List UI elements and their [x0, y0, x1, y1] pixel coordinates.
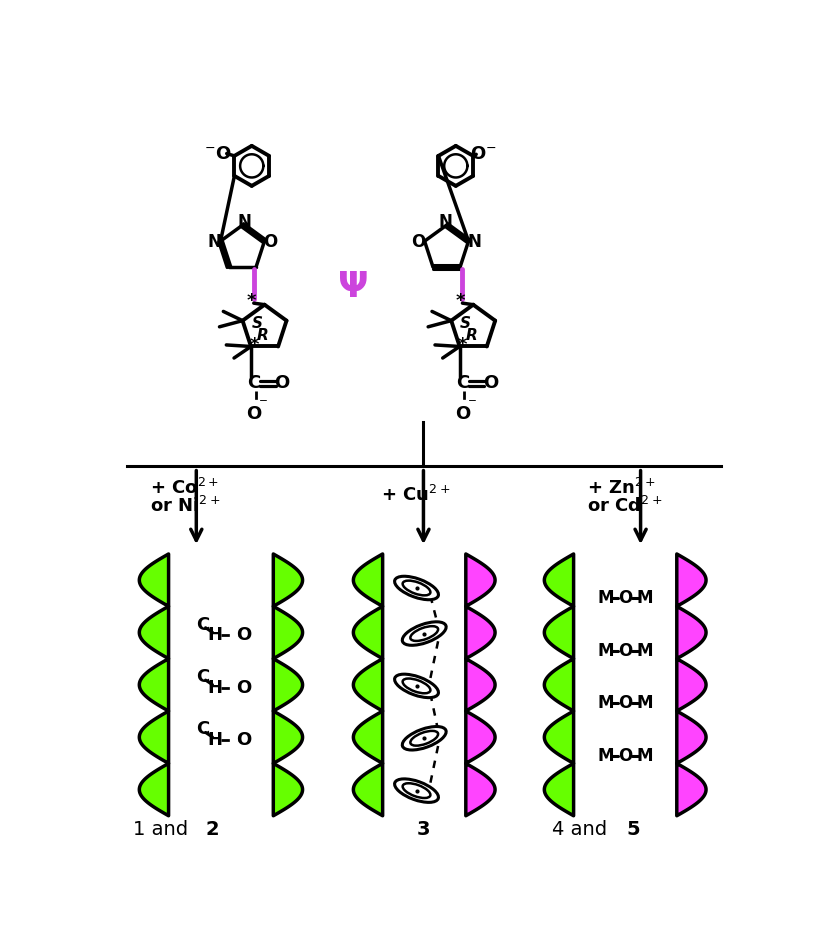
Text: O$^{-}$: O$^{-}$ [470, 146, 496, 164]
Text: 5: 5 [626, 820, 639, 839]
Polygon shape [273, 606, 303, 658]
Text: H: H [208, 679, 222, 697]
Text: M: M [598, 641, 614, 659]
Text: *: * [246, 291, 256, 310]
Polygon shape [676, 711, 706, 763]
Polygon shape [139, 606, 169, 658]
Text: C: C [457, 375, 470, 393]
Polygon shape [353, 554, 383, 606]
Polygon shape [273, 554, 303, 606]
Text: M: M [636, 694, 653, 712]
Text: O: O [237, 731, 251, 749]
Polygon shape [466, 711, 495, 763]
Text: C: C [196, 668, 209, 686]
Ellipse shape [394, 779, 438, 802]
Text: H: H [208, 731, 222, 749]
Text: + Cu$^{2+}$: + Cu$^{2+}$ [381, 485, 451, 505]
Polygon shape [273, 711, 303, 763]
Polygon shape [544, 711, 574, 763]
Text: M: M [636, 641, 653, 659]
Text: 1 and: 1 and [132, 820, 194, 839]
Polygon shape [544, 658, 574, 711]
Text: N: N [468, 233, 481, 251]
Text: H: H [208, 626, 222, 644]
Text: or Ni$^{2+}$: or Ni$^{2+}$ [151, 496, 221, 517]
Text: C: C [196, 720, 209, 739]
Polygon shape [273, 763, 303, 815]
Polygon shape [466, 606, 495, 658]
Polygon shape [353, 763, 383, 815]
Polygon shape [676, 658, 706, 711]
Text: M: M [598, 694, 614, 712]
Ellipse shape [403, 678, 430, 693]
Text: M: M [598, 589, 614, 607]
Ellipse shape [410, 731, 438, 745]
Ellipse shape [402, 622, 446, 645]
Polygon shape [139, 658, 169, 711]
Text: O: O [618, 746, 633, 764]
Text: O: O [411, 233, 426, 251]
Ellipse shape [410, 626, 438, 641]
Text: R: R [257, 328, 269, 343]
Text: $^{-}$: $^{-}$ [467, 397, 477, 412]
Text: M: M [636, 746, 653, 764]
Ellipse shape [402, 727, 446, 750]
Text: O: O [237, 679, 251, 697]
Text: *: * [249, 336, 259, 354]
Polygon shape [676, 763, 706, 815]
Text: C: C [247, 375, 261, 393]
Text: O: O [618, 641, 633, 659]
Text: Ψ: Ψ [338, 270, 369, 304]
Text: C: C [196, 616, 209, 634]
Text: O: O [274, 375, 289, 393]
Polygon shape [466, 554, 495, 606]
Polygon shape [139, 711, 169, 763]
Text: S: S [460, 316, 471, 331]
Text: N: N [438, 213, 452, 231]
Text: + Zn$^{2+}$: + Zn$^{2+}$ [586, 478, 656, 498]
Polygon shape [353, 658, 383, 711]
Text: *: * [458, 336, 467, 354]
Polygon shape [466, 658, 495, 711]
Text: O: O [483, 375, 498, 393]
Text: $^{-}$: $^{-}$ [258, 397, 268, 412]
Ellipse shape [394, 576, 438, 600]
Text: 2: 2 [206, 820, 219, 839]
Text: + Co$^{2+}$: + Co$^{2+}$ [151, 478, 219, 498]
Polygon shape [139, 763, 169, 815]
Text: S: S [251, 316, 262, 331]
Ellipse shape [403, 783, 430, 798]
Polygon shape [544, 763, 574, 815]
Text: R: R [466, 328, 477, 343]
Text: *: * [456, 291, 465, 310]
Text: O: O [618, 589, 633, 607]
Text: O: O [264, 233, 278, 251]
Text: M: M [636, 589, 653, 607]
Text: 3: 3 [417, 820, 430, 839]
Text: M: M [598, 746, 614, 764]
Text: O: O [618, 694, 633, 712]
Ellipse shape [403, 581, 430, 595]
Text: N: N [237, 213, 251, 231]
Text: N: N [208, 233, 222, 251]
Polygon shape [544, 554, 574, 606]
Polygon shape [544, 606, 574, 658]
Text: $^{-}$O: $^{-}$O [203, 146, 232, 164]
Polygon shape [676, 554, 706, 606]
Ellipse shape [394, 674, 438, 697]
Polygon shape [139, 554, 169, 606]
Text: O: O [455, 405, 471, 423]
Text: or Cd$^{2+}$: or Cd$^{2+}$ [586, 496, 662, 517]
Polygon shape [676, 606, 706, 658]
Text: O: O [246, 405, 261, 423]
Polygon shape [353, 711, 383, 763]
Polygon shape [466, 763, 495, 815]
Polygon shape [353, 606, 383, 658]
Polygon shape [273, 658, 303, 711]
Text: O: O [237, 626, 251, 644]
Text: 4 and: 4 and [552, 820, 614, 839]
